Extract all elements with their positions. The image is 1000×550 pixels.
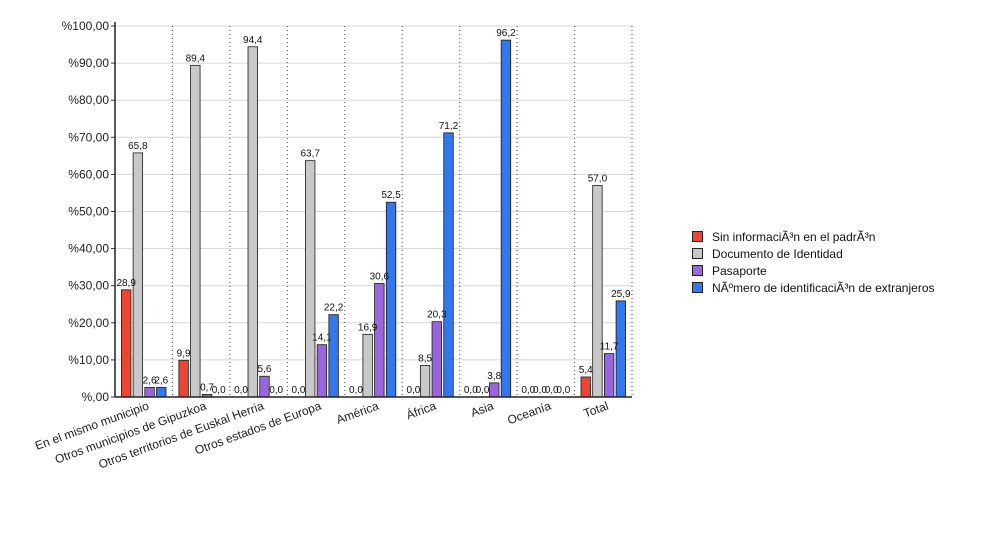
- y-tick-label: %100,00: [62, 19, 110, 33]
- data-label: 5,6: [258, 364, 272, 375]
- legend-swatch: [692, 248, 703, 259]
- chart-legend: Sin informaciÃ³n en el padrÃ³n Documento …: [692, 228, 935, 296]
- data-label: 0,0: [556, 385, 570, 396]
- bar: [190, 64, 201, 398]
- bar: [500, 39, 512, 398]
- bar: [132, 152, 144, 398]
- data-label: 20,3: [427, 310, 447, 321]
- bar: [259, 375, 270, 398]
- x-tick-label: Total: [582, 399, 611, 421]
- y-tick-label: %20,00: [68, 316, 109, 330]
- data-label: 8,5: [418, 353, 432, 364]
- legend-swatch: [692, 231, 703, 242]
- bar: [144, 386, 155, 398]
- bar: [603, 353, 615, 398]
- legend-item: NÃºmero de identificaciÃ³n de extranjero…: [692, 279, 935, 296]
- bar: [247, 46, 258, 398]
- data-label: 96,2: [496, 28, 516, 39]
- bar: [362, 333, 373, 398]
- bar: [121, 289, 132, 398]
- legend-label: Sin informaciÃ³n en el padrÃ³n: [712, 229, 876, 244]
- data-label: 0,0: [406, 385, 420, 396]
- bar: [431, 321, 442, 398]
- legend-label: Documento de Identidad: [712, 246, 843, 261]
- data-label: 71,2: [439, 121, 459, 132]
- data-label: 0,0: [533, 385, 547, 396]
- bar: [305, 160, 316, 398]
- bar: [443, 132, 454, 398]
- bar: [489, 382, 500, 398]
- data-label: 57,0: [588, 174, 608, 185]
- x-tick-label: África: [404, 398, 438, 423]
- data-label: 0,0: [521, 385, 535, 396]
- y-tick-label: %10,00: [68, 353, 109, 367]
- legend-item: Pasaporte: [692, 262, 935, 279]
- data-label: 9,9: [177, 348, 191, 359]
- legend-swatch: [692, 282, 703, 293]
- bar: [316, 344, 328, 398]
- y-tick-label: %,00: [82, 390, 110, 404]
- legend-item: Sin informaciÃ³n en el padrÃ³n: [692, 228, 935, 245]
- y-tick-label: %90,00: [68, 56, 109, 70]
- bar: [385, 201, 397, 398]
- data-label: 0,0: [545, 385, 559, 396]
- data-label: 28,9: [116, 278, 136, 289]
- data-label: 65,8: [128, 141, 148, 152]
- bar: [374, 283, 385, 398]
- bar: [580, 376, 591, 398]
- grid-lines: [115, 25, 633, 397]
- legend-item: Documento de Identidad: [692, 245, 935, 262]
- data-label: 3,8: [487, 371, 501, 382]
- legend-label: Pasaporte: [712, 263, 767, 278]
- data-label: 11,7: [600, 342, 619, 353]
- x-tick-label: Oceanía: [505, 399, 553, 428]
- data-label: 2,6: [143, 375, 157, 386]
- bar: [178, 359, 189, 398]
- y-tick-label: %80,00: [68, 93, 109, 107]
- data-label: 22,2: [324, 303, 344, 314]
- data-label: 0,0: [212, 385, 226, 396]
- y-tick-label: %50,00: [68, 205, 109, 219]
- data-label: 14,1: [312, 333, 332, 344]
- data-label: 94,4: [243, 35, 263, 46]
- bar: [592, 185, 603, 398]
- x-tick-label: América: [334, 399, 380, 427]
- data-label: 0,0: [464, 385, 478, 396]
- data-label: 0,0: [349, 385, 363, 396]
- data-label: 63,7: [300, 149, 320, 160]
- bar: [419, 365, 431, 398]
- data-label: 30,6: [370, 271, 390, 282]
- legend-label: NÃºmero de identificaciÃ³n de extranjero…: [712, 280, 935, 295]
- data-label: 16,9: [358, 322, 378, 333]
- data-label: 0,0: [292, 385, 306, 396]
- y-axis: %,00 %10,00 %20,00 %30,00 %40,00 %50,00 %60,00…: [62, 19, 116, 404]
- data-label: 52,5: [381, 190, 401, 201]
- legend-swatch: [692, 265, 703, 276]
- y-tick-label: %60,00: [68, 167, 109, 181]
- y-tick-label: %30,00: [68, 279, 109, 293]
- data-label: 2,6: [154, 375, 168, 386]
- data-label: 0,0: [476, 385, 490, 396]
- x-tick-label: Asia: [469, 399, 496, 420]
- bar: [328, 314, 339, 398]
- data-label: 0,0: [234, 385, 248, 396]
- bars: [121, 39, 626, 398]
- y-tick-label: %40,00: [68, 242, 109, 256]
- data-label: 25,9: [611, 289, 631, 300]
- data-labels: 28,965,82,62,69,989,40,70,0 0,094,45,60,0…: [116, 28, 631, 396]
- data-label: 89,4: [186, 53, 206, 64]
- data-label: 0,0: [269, 385, 283, 396]
- data-label: 5,4: [579, 365, 593, 376]
- data-label: 0,7: [200, 382, 214, 393]
- bar: [156, 386, 167, 398]
- y-tick-label: %70,00: [68, 130, 109, 144]
